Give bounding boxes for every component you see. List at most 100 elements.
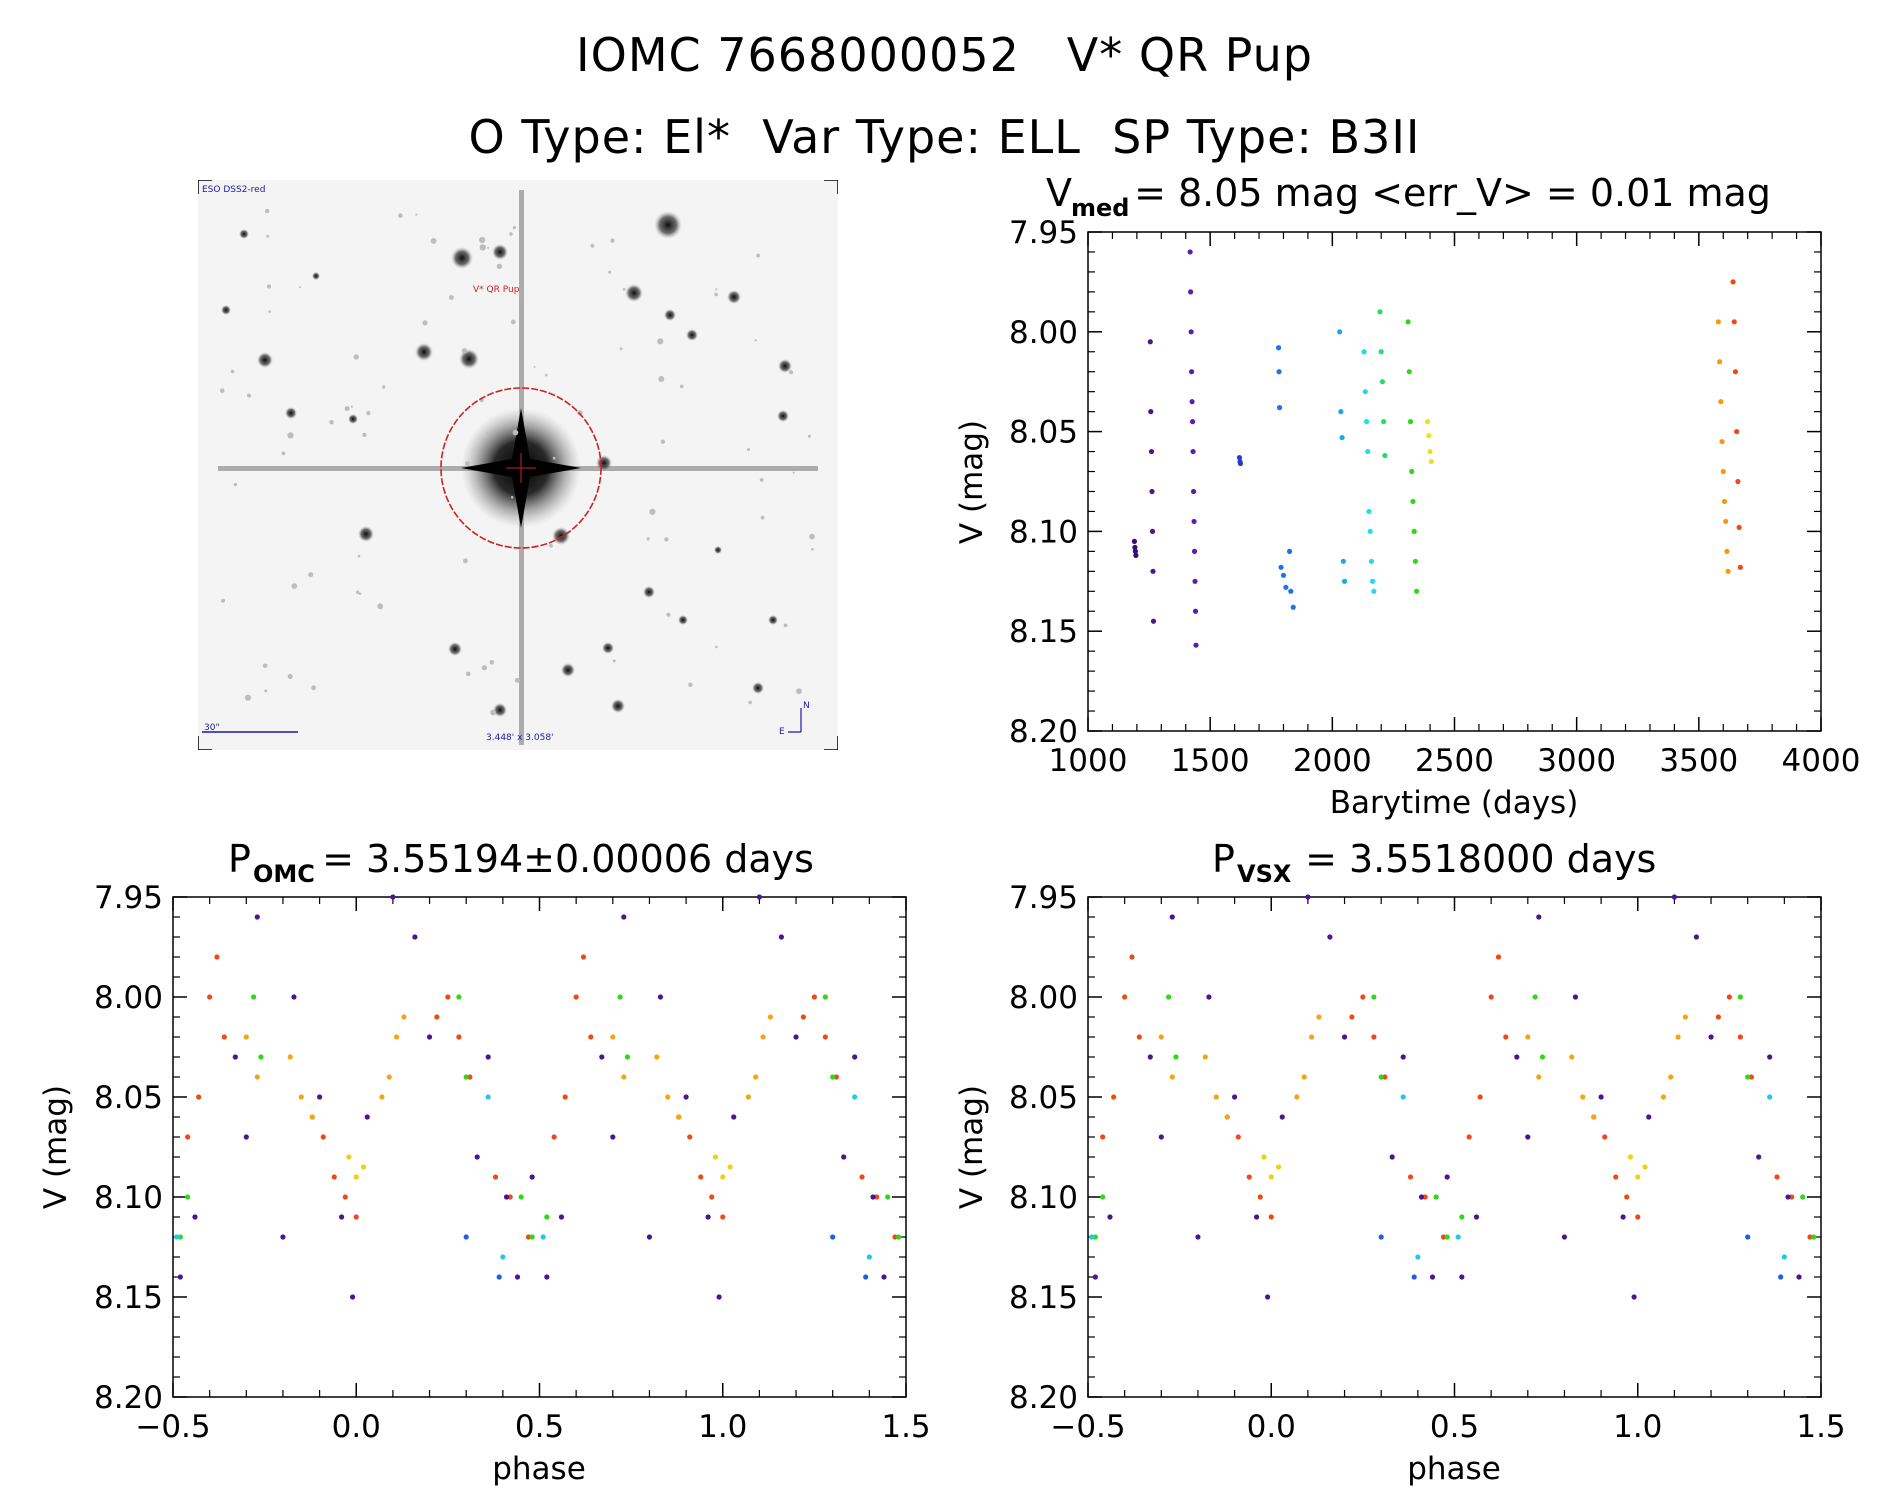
phase-vsx-xtick-label: 0.5: [1430, 1409, 1479, 1445]
phase-vsx-data-point: [1253, 1214, 1260, 1220]
lightcurve-title-subscript: med: [1071, 194, 1129, 222]
phase-omc-data-point: [621, 914, 627, 920]
field-star: [239, 229, 249, 239]
field-star: [561, 663, 575, 677]
phase-omc-data-point: [529, 1174, 535, 1180]
lightcurve-ytick-label: 8.15: [1009, 614, 1078, 650]
phase-omc-data-point: [386, 1074, 392, 1080]
lightcurve-data-point: [1133, 552, 1139, 558]
phase-omc-data-point: [298, 1094, 304, 1100]
phase-omc-data-point: [665, 1094, 671, 1100]
faint-star: [807, 434, 811, 438]
lightcurve-data-point: [1338, 409, 1344, 415]
phase-vsx-data-point: [1092, 1274, 1098, 1280]
phase-omc-ytick-label: 8.05: [94, 1080, 163, 1116]
field-star: [596, 455, 612, 471]
phase-vsx-data-point: [1737, 994, 1743, 1000]
phase-omc-data-point: [745, 1094, 752, 1100]
phase-vsx-data-point: [1745, 1234, 1751, 1240]
faint-star: [266, 284, 272, 289]
phase-vsx-data-point: [1682, 1014, 1688, 1020]
phase-omc-data-point: [727, 1164, 733, 1170]
field-star: [727, 290, 741, 304]
lightcurve-data-point: [1378, 349, 1384, 355]
compass-north-label: N: [803, 701, 810, 711]
phase-omc-data-point: [896, 1234, 902, 1240]
phase-vsx-data-point: [1169, 1074, 1175, 1080]
lightcurve-xtick-label: 3000: [1537, 743, 1616, 779]
lightcurve-data-point: [1191, 518, 1197, 525]
field-star: [768, 615, 778, 625]
field-star: [358, 526, 374, 542]
phase-omc-data-point: [731, 1114, 737, 1120]
phase-vsx-data-point: [1778, 1274, 1784, 1280]
phase-vsx-data-point: [1407, 1174, 1414, 1180]
lightcurve-data-point: [1412, 558, 1419, 564]
phase-omc-data-point: [485, 1094, 491, 1100]
faint-star: [299, 286, 301, 289]
phase-omc-data-point: [863, 1274, 869, 1280]
phase-omc-data-point: [720, 1174, 726, 1180]
phase-vsx-data-point: [1382, 1074, 1388, 1080]
lightcurve-data-point: [1725, 568, 1731, 574]
phase-omc-data-point: [654, 1054, 660, 1060]
phase-omc-data-point: [342, 1194, 348, 1200]
phase-vsx-data-point: [1748, 1074, 1754, 1080]
phase-vsx-data-point: [1514, 1054, 1520, 1060]
faint-star: [512, 429, 519, 436]
phase-omc-data-point: [185, 1134, 191, 1140]
lightcurve-data-point: [1190, 448, 1196, 455]
phase-omc-data-point: [610, 1134, 616, 1140]
phase-vsx-data-point: [1459, 1274, 1465, 1280]
phase-omc-xtick-label: 0.0: [332, 1409, 381, 1445]
lightcurve-data-point: [1719, 438, 1725, 445]
phase-omc-data-point: [800, 1014, 806, 1020]
lightcurve-data-point: [1363, 419, 1370, 425]
lightcurve-data-point: [1283, 584, 1289, 590]
phase-vsx-data-point: [1100, 1134, 1106, 1140]
lightcurve-data-point: [1286, 548, 1293, 554]
faint-star: [219, 388, 225, 393]
lightcurve-data-point: [1428, 458, 1434, 465]
phase-omc-title-prefix: P: [228, 837, 251, 881]
phase-vsx-data-point: [1785, 1194, 1791, 1200]
faint-star: [264, 208, 270, 214]
field-star: [459, 349, 479, 369]
field-star: [312, 272, 320, 280]
phase-omc-ytick-label: 8.20: [94, 1380, 163, 1416]
phase-vsx-ylabel: V (mag): [954, 1085, 990, 1209]
faint-star: [756, 253, 760, 258]
phase-vsx-data-point: [1400, 1094, 1406, 1100]
field-star: [643, 586, 655, 598]
lightcurve-data-point: [1736, 524, 1742, 531]
lightcurve-data-point: [1411, 528, 1417, 535]
lightcurve-data-point: [1276, 405, 1283, 411]
phase-vsx-data-point: [1671, 894, 1677, 900]
phase-vsx-data-point: [1169, 914, 1175, 920]
phase-vsx-data-point: [1503, 1034, 1509, 1040]
phase-vsx-xlabel: phase: [1407, 1451, 1501, 1487]
phase-vsx-xtick-label: 0.0: [1247, 1409, 1296, 1445]
phase-vsx-data-point: [1602, 1134, 1608, 1140]
phase-omc-data-point: [177, 1274, 183, 1280]
phase-vsx-data-point: [1400, 1054, 1406, 1060]
faint-star: [308, 572, 314, 578]
faint-star: [759, 478, 764, 482]
field-star: [777, 410, 789, 422]
field-star: [451, 247, 473, 269]
phase-omc-data-point: [885, 1194, 891, 1200]
lightcurve-data-point: [1720, 468, 1726, 475]
phase-omc-data-point: [811, 994, 817, 1000]
phase-vsx-data-point: [1455, 1234, 1461, 1240]
phase-vsx-data-point: [1195, 1234, 1201, 1240]
lightcurve-data-point: [1188, 289, 1194, 295]
phase-omc-data-point: [390, 894, 396, 900]
phase-vsx-data-point: [1257, 1194, 1263, 1200]
phase-vsx-ytick-label: 8.15: [1009, 1280, 1078, 1316]
faint-star: [350, 405, 353, 408]
phase-vsx-data-point: [1495, 954, 1502, 960]
phase-omc-data-point: [610, 1034, 616, 1040]
lightcurve-ytick-label: 8.10: [1009, 514, 1078, 550]
phase-omc-data-point: [624, 1054, 631, 1060]
phase-omc-data-point: [822, 994, 828, 1000]
